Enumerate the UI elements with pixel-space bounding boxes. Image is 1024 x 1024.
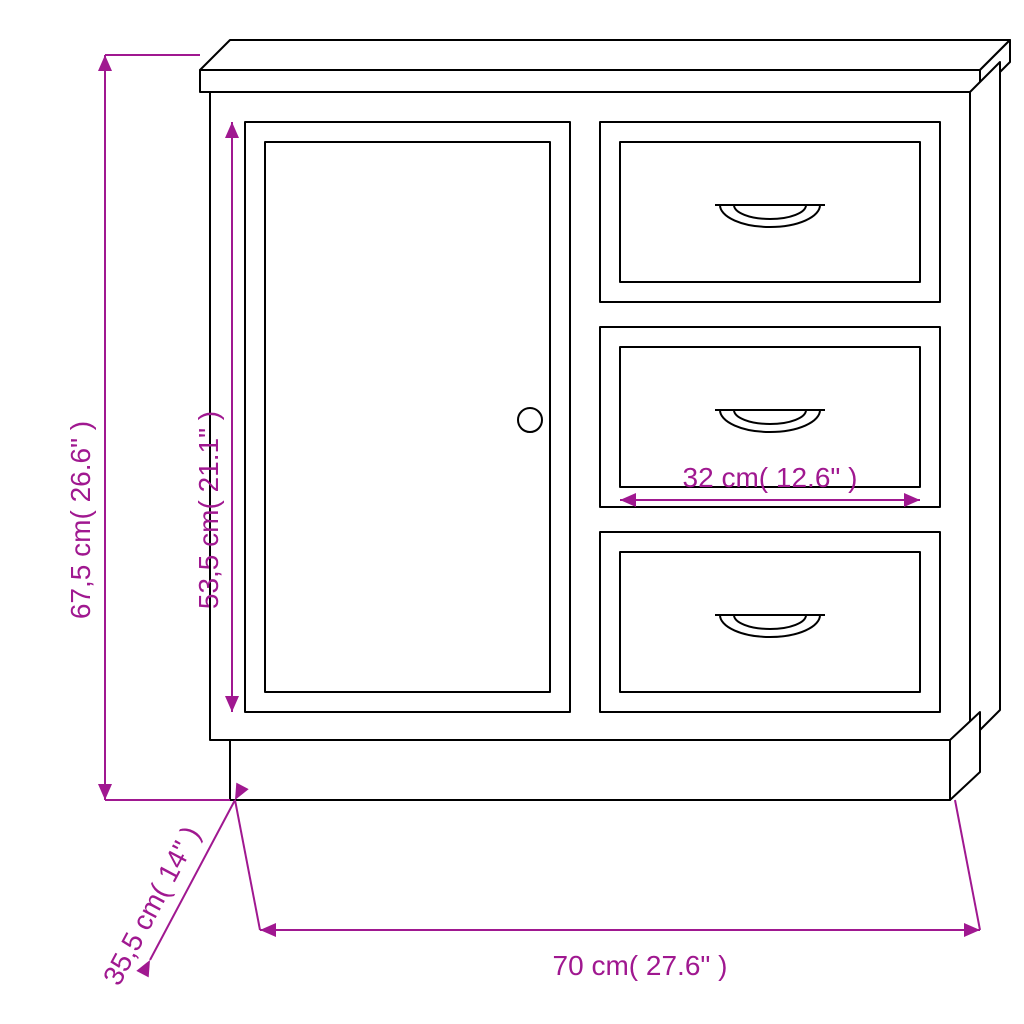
drawer-stack <box>600 122 940 712</box>
dim-depth-label: 35,5 cm( 14" ) <box>97 821 206 990</box>
top-face <box>200 40 1010 70</box>
plinth-front <box>230 740 950 800</box>
dim-width-label: 70 cm( 27.6" ) <box>553 950 728 981</box>
dim-height-door-label: 53,5 cm( 21.1" ) <box>193 411 224 609</box>
door-knob <box>518 408 542 432</box>
dim-height-full-label: 67,5 cm( 26.6" ) <box>65 421 96 619</box>
body-side <box>970 62 1000 740</box>
dim-depth: 35,5 cm( 14" ) <box>97 783 249 990</box>
top-front-edge <box>200 70 980 92</box>
dim-width: 70 cm( 27.6" ) <box>235 800 980 981</box>
furniture-dimension-diagram: 67,5 cm( 26.6" ) 53,5 cm( 21.1" ) 32 cm(… <box>0 0 1024 1024</box>
cabinet-door <box>245 122 570 712</box>
drawer-1 <box>600 122 940 302</box>
dim-drawer-width-label: 32 cm( 12.6" ) <box>683 462 858 493</box>
drawer-3 <box>600 532 940 712</box>
cabinet <box>200 40 1010 800</box>
